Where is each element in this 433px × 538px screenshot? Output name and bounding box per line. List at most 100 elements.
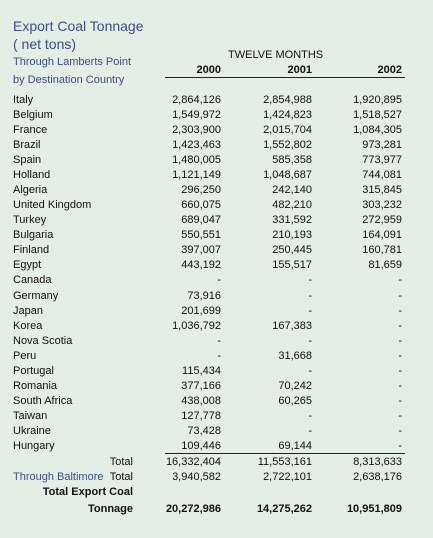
cell: -	[308, 274, 312, 287]
cell: 1,552,802	[263, 139, 312, 152]
total-cell: 8,313,633	[353, 456, 402, 468]
cell: 242,140	[272, 184, 312, 197]
baltimore-cell: 3,940,582	[172, 471, 221, 483]
cell: 973,281	[362, 139, 402, 152]
cell: 315,845	[362, 184, 402, 197]
total-cell: 16,332,404	[165, 456, 221, 468]
cell: -	[308, 409, 312, 422]
cell: 296,250	[181, 184, 221, 197]
cell: 443,192	[181, 259, 221, 272]
cell: 303,232	[362, 199, 402, 212]
country: Nova Scotia	[13, 334, 73, 347]
country: Algeria	[13, 184, 48, 197]
cell: 1,121,149	[172, 169, 221, 182]
cell: -	[398, 439, 402, 452]
country: Hungary	[13, 439, 55, 452]
country: South Africa	[13, 394, 73, 407]
cell: 1,084,305	[353, 124, 402, 137]
country: Ukraine	[13, 424, 51, 437]
cell: -	[398, 319, 402, 332]
cell: 160,781	[362, 244, 402, 257]
cell: -	[398, 424, 402, 437]
cell: 1,480,005	[172, 154, 221, 167]
cell: -	[217, 274, 221, 287]
total-rule	[165, 453, 405, 454]
cell: 73,916	[187, 289, 221, 302]
cell: 2,854,988	[263, 94, 312, 106]
cell: 689,047	[181, 214, 221, 227]
country: Turkey	[13, 214, 47, 227]
baltimore-label: Through Baltimore	[13, 471, 104, 483]
country: Italy	[13, 94, 34, 106]
cell: 1,423,463	[172, 139, 221, 152]
cell: 550,551	[181, 229, 221, 242]
country: Belgium	[13, 109, 53, 122]
cell: -	[398, 304, 402, 317]
total-label: Total	[109, 456, 133, 468]
country: Japan	[13, 304, 43, 317]
cell: 331,592	[272, 214, 312, 227]
cell: 1,424,823	[263, 109, 312, 122]
total-cell: 11,553,161	[257, 456, 312, 468]
cell: 70,242	[278, 379, 312, 392]
country: Germany	[13, 289, 59, 302]
country: Holland	[13, 169, 51, 182]
cell: 164,091	[362, 229, 402, 242]
cell: 155,517	[272, 259, 312, 272]
note: by Destination Country	[13, 74, 125, 86]
note: Through Lamberts Point	[13, 56, 132, 68]
grand-cell: 20,272,986	[165, 503, 221, 515]
cell: 272,959	[362, 214, 402, 227]
cell: -	[217, 334, 221, 347]
cell: 438,008	[181, 394, 221, 407]
country: Peru	[13, 349, 37, 362]
cell: 773,977	[362, 154, 402, 167]
cell: -	[398, 289, 402, 302]
cell: 1,048,687	[263, 169, 312, 182]
title: Export Coal Tonnage	[13, 18, 144, 34]
cell: 81,659	[368, 259, 402, 272]
country: Romania	[13, 379, 58, 392]
column-header: 2001	[287, 64, 312, 76]
cell: 1,920,895	[353, 94, 402, 106]
cell: -	[398, 274, 402, 287]
country: Canada	[13, 274, 52, 287]
baltimore-cell: 2,638,176	[353, 471, 402, 483]
cell: 660,075	[181, 199, 221, 212]
cell: 2,015,704	[263, 124, 312, 137]
cell: 1,518,527	[353, 109, 402, 122]
country: Finland	[13, 244, 50, 257]
cell: 397,007	[181, 244, 221, 257]
cell: -	[398, 364, 402, 377]
unit: ( net tons)	[13, 36, 77, 52]
cell: 744,081	[362, 169, 402, 182]
cell: 31,668	[278, 349, 312, 362]
cell: 73,428	[187, 424, 221, 437]
grand-cell: 10,951,809	[346, 503, 402, 515]
country: United Kingdom	[13, 199, 92, 212]
country: Brazil	[13, 139, 41, 152]
cell: -	[308, 289, 312, 302]
baltimore-sublabel: Total	[109, 471, 133, 483]
cell: -	[398, 394, 402, 407]
cell: 2,303,900	[172, 124, 221, 137]
country: Egypt	[13, 259, 42, 272]
cell: 377,166	[181, 379, 221, 392]
cell: -	[398, 379, 402, 392]
cell: 2,864,126	[172, 94, 221, 106]
cell: -	[308, 424, 312, 437]
cell: -	[308, 334, 312, 347]
cell: 482,210	[272, 199, 312, 212]
cell: 69,144	[278, 439, 312, 452]
period: TWELVE MONTHS	[228, 49, 324, 61]
cell: -	[308, 364, 312, 377]
cell: 167,383	[272, 319, 312, 332]
grand-label: Tonnage	[87, 503, 133, 515]
cell: 127,778	[181, 409, 221, 422]
cell: -	[217, 349, 221, 362]
cell: -	[398, 349, 402, 362]
country: Portugal	[13, 364, 54, 377]
grand-label: Total Export Coal	[42, 486, 133, 498]
country: Korea	[13, 319, 43, 332]
